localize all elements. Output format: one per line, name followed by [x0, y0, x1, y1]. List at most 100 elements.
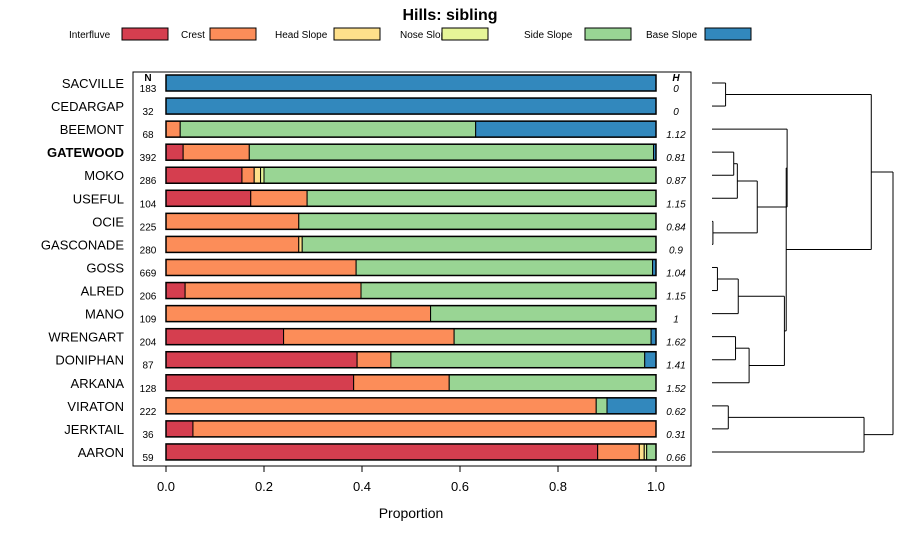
- bar-outline-sacville: [165, 74, 657, 92]
- h-value-ocie: 0.84: [666, 222, 686, 233]
- y-label-moko: MOKO: [84, 168, 124, 183]
- bar-segment-mano-side-slope: [430, 305, 657, 323]
- h-value-aaron: 0.66: [666, 453, 686, 464]
- x-axis-label: Proportion: [379, 505, 444, 521]
- legend: Interfluve Crest Head Slope Nose Slope Side …: [69, 27, 752, 41]
- h-value-moko: 0.87: [666, 176, 686, 187]
- bar-segment-goss-side-slope: [355, 258, 654, 276]
- y-label-viraton: VIRATON: [67, 399, 124, 414]
- bar-outline-alred: [165, 281, 657, 300]
- x-tick-label: 0.8: [549, 479, 567, 494]
- legend-label-base-slope: Base Slope: [646, 30, 698, 41]
- x-tick-label: 1.0: [647, 479, 665, 494]
- bar-outline-mano: [165, 304, 657, 323]
- legend-swatch-nose-slope: [441, 27, 489, 41]
- n-value-beemont: 68: [142, 130, 154, 141]
- y-label-useful: USEFUL: [73, 191, 124, 206]
- bar-segment-moko-head-slope: [253, 166, 262, 184]
- n-value-sacville: 183: [140, 84, 157, 95]
- bar-segment-viraton-crest: [165, 397, 597, 415]
- bar-outline-goss: [165, 258, 657, 277]
- bar-outline-ocie: [165, 212, 657, 231]
- bar-segment-sacville-base-slope: [165, 74, 657, 92]
- y-label-cedargap: CEDARGAP: [51, 99, 124, 114]
- bar-outline-viraton: [165, 397, 657, 415]
- bar-segment-gatewood-interfluve: [165, 143, 184, 161]
- chart-title: Hills: sibling: [402, 7, 497, 24]
- bar-segment-alred-interfluve: [165, 282, 186, 300]
- n-value-wrengart: 204: [140, 338, 157, 349]
- y-label-sacville: SACVILLE: [62, 76, 124, 91]
- y-label-wrengart: WRENGART: [48, 330, 124, 345]
- h-value-mano: 1: [673, 315, 679, 326]
- bar-segment-moko-nose-slope: [260, 166, 265, 184]
- bar-segment-aaron-interfluve: [165, 443, 599, 461]
- y-label-arkana: ARKANA: [71, 376, 125, 391]
- n-value-mano: 109: [140, 315, 157, 326]
- h-value-alred: 1.15: [666, 292, 686, 303]
- x-axis: 0.0 0.2 0.4 0.6 0.8 1.0: [157, 466, 665, 494]
- x-tick-label: 0.0: [157, 479, 175, 494]
- n-value-useful: 104: [140, 199, 157, 210]
- n-value-gatewood: 392: [140, 153, 157, 164]
- legend-label-nose-slope: Nose Slope: [400, 30, 452, 41]
- legend-label-interfluve: Interfluve: [69, 30, 111, 41]
- legend-swatch-side-slope: [584, 27, 632, 41]
- bar-segment-viraton-side-slope: [595, 397, 608, 415]
- bar-segment-jerktail-crest: [192, 420, 657, 438]
- n-value-ocie: 225: [140, 222, 157, 233]
- h-column-header: H: [672, 73, 680, 84]
- bar-outline-wrengart: [165, 327, 657, 346]
- bar-segment-gasconade-head-slope: [298, 235, 303, 253]
- x-tick-label: 0.4: [353, 479, 371, 494]
- y-label-gatewood: GATEWOOD: [47, 145, 124, 160]
- dendrogram: [712, 82, 894, 453]
- bar-segment-moko-side-slope: [263, 166, 657, 184]
- h-value-cedargap: 0: [673, 107, 679, 118]
- y-label-ocie: OCIE: [92, 214, 124, 229]
- bar-segment-mano-crest: [165, 305, 432, 323]
- bar-outline-cedargap: [165, 97, 657, 115]
- n-value-viraton: 222: [140, 407, 157, 418]
- bar-segment-gatewood-crest: [182, 143, 250, 161]
- legend-swatch-interfluve: [121, 27, 169, 41]
- bar-segment-doniphan-side-slope: [390, 351, 646, 369]
- bar-segment-cedargap-base-slope: [165, 97, 657, 115]
- bar-segment-aaron-crest: [597, 443, 640, 461]
- bar-segment-doniphan-interfluve: [165, 351, 358, 369]
- bar-segment-beemont-side-slope: [179, 120, 477, 138]
- bar-segment-aaron-head-slope: [638, 443, 645, 461]
- n-value-aaron: 59: [142, 453, 154, 464]
- bar-segment-moko-interfluve: [165, 166, 243, 184]
- h-value-useful: 1.15: [666, 199, 686, 210]
- n-value-moko: 286: [140, 176, 157, 187]
- bar-segment-moko-crest: [241, 166, 255, 184]
- bar-segment-wrengart-crest: [283, 328, 455, 346]
- bar-segment-doniphan-base-slope: [644, 351, 657, 369]
- h-value-goss: 1.04: [666, 268, 686, 279]
- legend-label-crest: Crest: [181, 30, 205, 41]
- n-value-cedargap: 32: [142, 107, 154, 118]
- legend-label-side-slope: Side Slope: [524, 30, 573, 41]
- bar-segment-ocie-crest: [165, 212, 300, 230]
- bar-segment-gasconade-crest: [165, 235, 300, 253]
- y-label-doniphan: DONIPHAN: [55, 353, 124, 368]
- bar-segment-useful-side-slope: [306, 189, 657, 207]
- bar-segment-gatewood-side-slope: [248, 143, 655, 161]
- bar-outline-gasconade: [165, 235, 657, 254]
- bar-segment-alred-side-slope: [360, 282, 657, 300]
- plot-frame: [132, 71, 692, 467]
- y-label-mano: MANO: [85, 307, 124, 322]
- bar-segment-goss-crest: [165, 258, 357, 276]
- legend-swatch-head-slope: [333, 27, 381, 41]
- legend-swatch-base-slope: [704, 27, 752, 41]
- h-value-gatewood: 0.81: [666, 153, 685, 164]
- bar-outline-beemont: [165, 120, 657, 138]
- n-value-gasconade: 280: [140, 245, 157, 256]
- bar-outline-aaron: [165, 443, 657, 461]
- y-label-goss: GOSS: [86, 260, 124, 275]
- n-column-header: N: [144, 73, 151, 84]
- n-value-doniphan: 87: [142, 361, 154, 372]
- bar-outline-jerktail: [165, 420, 657, 438]
- bar-segment-wrengart-interfluve: [165, 328, 285, 346]
